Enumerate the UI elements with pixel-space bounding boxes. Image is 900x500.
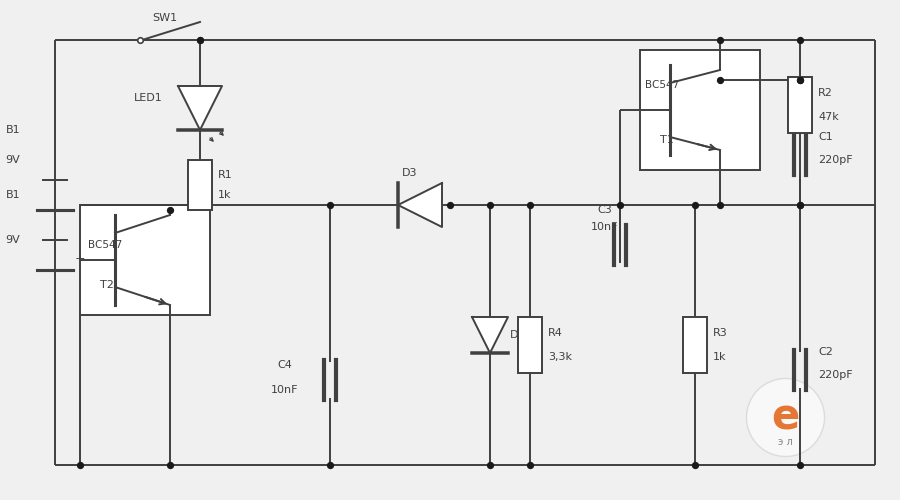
Text: e: e bbox=[771, 396, 799, 438]
Text: B1: B1 bbox=[5, 125, 21, 135]
Text: 3,3k: 3,3k bbox=[548, 352, 572, 362]
Text: BC547: BC547 bbox=[88, 240, 122, 250]
Text: 47k: 47k bbox=[818, 112, 839, 122]
Text: 220pF: 220pF bbox=[818, 370, 852, 380]
Circle shape bbox=[746, 378, 824, 456]
Text: 1k: 1k bbox=[713, 352, 726, 362]
Text: +: + bbox=[75, 252, 86, 264]
Text: 10nF: 10nF bbox=[271, 385, 299, 395]
Text: LED1: LED1 bbox=[133, 93, 162, 103]
Text: R4: R4 bbox=[548, 328, 562, 338]
Polygon shape bbox=[178, 86, 222, 130]
Text: C4: C4 bbox=[277, 360, 292, 370]
Text: 9V: 9V bbox=[5, 235, 21, 245]
Bar bbox=[518, 317, 542, 373]
Polygon shape bbox=[472, 317, 508, 353]
Text: C3: C3 bbox=[598, 205, 612, 215]
Text: R1: R1 bbox=[218, 170, 233, 180]
Text: T1: T1 bbox=[660, 135, 674, 145]
Text: D3: D3 bbox=[402, 168, 418, 178]
Text: 1k: 1k bbox=[218, 190, 231, 200]
Text: 10nF: 10nF bbox=[591, 222, 619, 232]
Text: SW1: SW1 bbox=[152, 13, 177, 23]
Bar bbox=[640, 50, 760, 170]
Text: D2: D2 bbox=[510, 330, 526, 340]
Text: T2: T2 bbox=[100, 280, 114, 290]
Bar bbox=[683, 317, 707, 373]
Text: C2: C2 bbox=[818, 347, 832, 357]
Text: э л: э л bbox=[778, 437, 793, 447]
Text: R3: R3 bbox=[713, 328, 728, 338]
Text: 9V: 9V bbox=[5, 155, 21, 165]
Text: B1: B1 bbox=[5, 190, 21, 200]
Text: 220pF: 220pF bbox=[818, 155, 852, 165]
Text: BC547: BC547 bbox=[645, 80, 680, 90]
Bar bbox=[188, 160, 212, 210]
Text: C1: C1 bbox=[818, 132, 832, 142]
Polygon shape bbox=[398, 183, 442, 227]
Text: R2: R2 bbox=[818, 88, 832, 98]
Bar bbox=[80, 205, 210, 315]
Bar bbox=[788, 77, 812, 133]
